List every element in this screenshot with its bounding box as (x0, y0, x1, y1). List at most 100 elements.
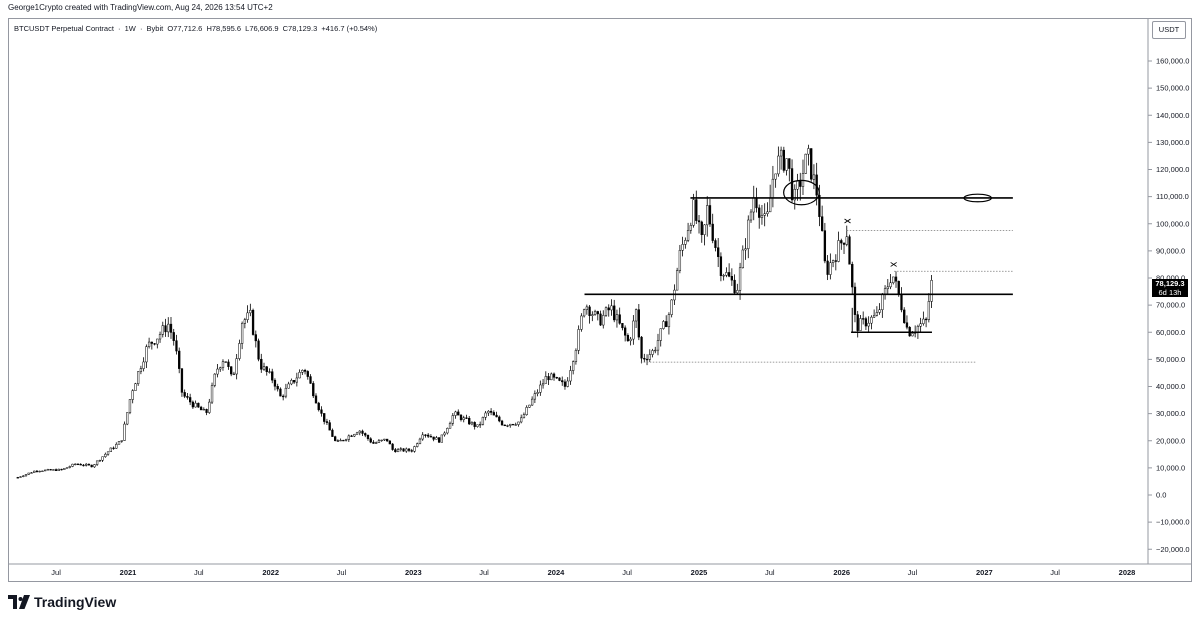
candle (831, 259, 835, 268)
candle-body (416, 443, 419, 447)
candle (369, 437, 372, 444)
candle (137, 371, 140, 386)
candle-body (137, 371, 140, 384)
candle (175, 334, 178, 355)
candle (150, 341, 153, 350)
candle-body (375, 442, 378, 444)
candle-body (500, 420, 504, 426)
candle-body (131, 390, 134, 400)
candle-body (457, 411, 460, 416)
candle (448, 421, 452, 429)
candle-body (878, 309, 881, 313)
candle (727, 263, 731, 278)
candle (872, 309, 876, 319)
candle (892, 276, 895, 285)
price-tick-label: −10,000.0 (1156, 518, 1190, 527)
candle (372, 440, 375, 444)
candle (697, 214, 701, 234)
candle-body (675, 270, 679, 291)
candle-body (667, 314, 671, 328)
candle-body (336, 440, 340, 442)
candle (468, 416, 471, 425)
candle (645, 354, 649, 366)
candle-body (807, 148, 810, 155)
candle-body (251, 309, 255, 335)
candle-body (755, 197, 758, 209)
candle (35, 470, 39, 473)
candle-body (210, 385, 214, 403)
candle (224, 361, 227, 363)
candle (303, 368, 307, 375)
candle (251, 308, 255, 336)
candle (353, 433, 356, 438)
candle-body (361, 430, 364, 434)
candle-body (760, 215, 764, 218)
candle-body (399, 448, 402, 450)
candle (930, 274, 933, 309)
legend-symbol[interactable]: BTCUSDT Perpetual Contract (14, 24, 114, 33)
price-tick-label: 0.0 (1156, 491, 1166, 500)
legend-interval[interactable]: 1W (124, 24, 136, 33)
candle (695, 190, 698, 224)
candle (479, 421, 482, 428)
candle-body (24, 474, 28, 477)
candle-body (328, 422, 331, 431)
candle (465, 414, 468, 420)
candle (744, 238, 747, 260)
candle-body (394, 449, 397, 453)
candle (188, 393, 192, 406)
candle (585, 304, 589, 315)
candle-body (22, 475, 25, 477)
candle-body (199, 406, 203, 411)
candle (394, 447, 397, 453)
time-tick-label: 2028 (1119, 568, 1136, 577)
candle (533, 390, 537, 404)
candle (85, 462, 88, 467)
candle-body (645, 358, 649, 361)
candle (626, 333, 630, 342)
candle-body (725, 272, 728, 276)
candle (246, 305, 249, 323)
candle-body (736, 290, 739, 294)
candle-body (16, 477, 19, 479)
candle (197, 402, 200, 408)
candle (665, 315, 668, 328)
candle (807, 144, 810, 166)
time-tick-label: Jul (479, 568, 489, 577)
candle-body (561, 380, 564, 383)
candle-body (919, 323, 922, 327)
candle (24, 474, 28, 477)
candle (848, 234, 851, 265)
candle-body (763, 213, 766, 216)
candle (328, 419, 331, 431)
candle-body (648, 354, 651, 360)
candle-body (156, 338, 159, 345)
candle-body (262, 366, 266, 370)
price-axis[interactable]: −20,000.0 −10,000.0 0.0 10,000.0 20,000.0 30,… (1148, 57, 1190, 554)
candle-body (727, 272, 731, 277)
candle (333, 435, 337, 442)
candle-body (738, 267, 742, 291)
candle-body (820, 216, 824, 231)
candle (741, 245, 744, 269)
candle-body (544, 376, 547, 384)
candle (27, 472, 30, 475)
candle-body (733, 279, 736, 294)
candle (793, 184, 796, 210)
currency-button[interactable]: USDT (1152, 21, 1186, 39)
candle-series (16, 144, 933, 479)
candle-body (95, 460, 99, 465)
candle-body (292, 380, 296, 383)
candle (364, 432, 367, 438)
time-axis[interactable]: Jul 2021 Jul 2022 Jul 2023 Jul 2024 Jul 2025 Jul 20… (51, 568, 1135, 577)
candle-body (889, 282, 892, 288)
candle (350, 434, 353, 437)
candle (347, 434, 350, 442)
candle-body (758, 207, 761, 218)
candle (796, 173, 799, 201)
candle-body (79, 463, 82, 466)
candle (670, 299, 673, 318)
candle (684, 237, 687, 249)
candle (232, 371, 236, 376)
